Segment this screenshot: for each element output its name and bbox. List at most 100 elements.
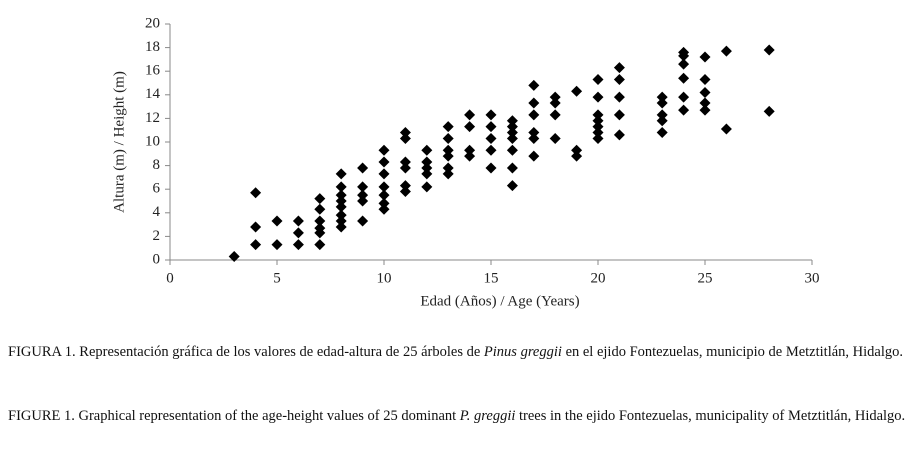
x-tick-label: 10 bbox=[377, 270, 392, 286]
point bbox=[421, 181, 433, 193]
point bbox=[442, 132, 454, 144]
point bbox=[613, 62, 625, 74]
caption-text: en el ejido Fontezuelas, municipio de Me… bbox=[561, 344, 904, 360]
point bbox=[699, 51, 711, 63]
caption-text: FIGURA 1. Representación gráfica de los … bbox=[8, 344, 484, 360]
point bbox=[357, 162, 369, 174]
point bbox=[335, 181, 347, 193]
point bbox=[335, 215, 347, 227]
point bbox=[357, 195, 369, 207]
point bbox=[656, 91, 668, 103]
caption-italic: Pinus greggii bbox=[483, 344, 562, 360]
point bbox=[678, 104, 690, 116]
y-tick-label: 14 bbox=[145, 86, 161, 102]
point bbox=[421, 156, 433, 168]
point bbox=[699, 104, 711, 116]
point bbox=[464, 144, 476, 156]
y-tick-label: 20 bbox=[145, 15, 160, 31]
point bbox=[250, 239, 262, 251]
point bbox=[271, 239, 283, 251]
point bbox=[506, 127, 518, 139]
point bbox=[720, 45, 732, 57]
point bbox=[571, 144, 583, 156]
point bbox=[399, 186, 411, 198]
caption-italic: P. greggii bbox=[459, 408, 516, 424]
point bbox=[314, 239, 326, 251]
point bbox=[656, 115, 668, 127]
point bbox=[549, 97, 561, 109]
point bbox=[378, 156, 390, 168]
point bbox=[399, 156, 411, 168]
point bbox=[506, 115, 518, 127]
x-tick-label: 15 bbox=[484, 270, 499, 286]
point bbox=[314, 193, 326, 205]
point bbox=[335, 189, 347, 201]
y-tick-label: 6 bbox=[153, 181, 161, 197]
point bbox=[678, 72, 690, 84]
y-tick-label: 0 bbox=[153, 251, 161, 267]
y-tick-label: 16 bbox=[145, 63, 161, 79]
x-axis-label: Edad (Años) / Age (Years) bbox=[420, 293, 579, 309]
point bbox=[613, 91, 625, 103]
point bbox=[592, 73, 604, 85]
point bbox=[528, 109, 540, 121]
point bbox=[699, 86, 711, 98]
point bbox=[528, 132, 540, 144]
point bbox=[292, 239, 304, 251]
point bbox=[442, 162, 454, 174]
point bbox=[485, 121, 497, 133]
point bbox=[292, 215, 304, 227]
point bbox=[506, 162, 518, 174]
point bbox=[378, 168, 390, 180]
point bbox=[485, 162, 497, 174]
x-tick-label: 25 bbox=[698, 270, 713, 286]
point bbox=[442, 168, 454, 180]
point bbox=[335, 201, 347, 213]
point bbox=[335, 221, 347, 233]
caption-text: trees in the ejido Fontezuelas, municipa… bbox=[515, 408, 906, 424]
point bbox=[292, 227, 304, 239]
point bbox=[613, 129, 625, 141]
point bbox=[399, 127, 411, 139]
point bbox=[592, 91, 604, 103]
y-tick-label: 8 bbox=[153, 157, 161, 173]
point bbox=[378, 197, 390, 209]
point bbox=[357, 181, 369, 193]
point bbox=[357, 189, 369, 201]
chart: Edad (Años) / Age (Years) Altura (m) / H… bbox=[111, 15, 819, 309]
point bbox=[250, 221, 262, 233]
point bbox=[421, 144, 433, 156]
point bbox=[592, 121, 604, 133]
point bbox=[442, 150, 454, 162]
caption-text: FIGURE 1. Graphical representation of th… bbox=[8, 408, 460, 424]
point bbox=[678, 58, 690, 70]
point bbox=[378, 181, 390, 193]
point bbox=[464, 121, 476, 133]
point bbox=[314, 203, 326, 215]
point bbox=[421, 162, 433, 174]
point bbox=[656, 109, 668, 121]
point bbox=[442, 144, 454, 156]
point bbox=[592, 109, 604, 121]
point bbox=[592, 115, 604, 127]
point bbox=[314, 227, 326, 239]
y-axis-label: Altura (m) / Height (m) bbox=[111, 71, 127, 213]
point bbox=[378, 189, 390, 201]
point bbox=[678, 91, 690, 103]
point bbox=[613, 109, 625, 121]
point bbox=[442, 121, 454, 133]
point bbox=[549, 109, 561, 121]
x-tick-label: 5 bbox=[273, 270, 281, 286]
y-tick-label: 4 bbox=[153, 204, 161, 220]
y-tick-label: 12 bbox=[145, 110, 160, 126]
x-tick-label: 0 bbox=[166, 270, 174, 286]
point bbox=[506, 121, 518, 133]
point bbox=[421, 168, 433, 180]
point bbox=[399, 180, 411, 192]
point bbox=[485, 132, 497, 144]
point bbox=[314, 215, 326, 227]
point bbox=[656, 127, 668, 139]
point bbox=[720, 123, 732, 135]
point bbox=[699, 73, 711, 85]
point bbox=[592, 132, 604, 144]
